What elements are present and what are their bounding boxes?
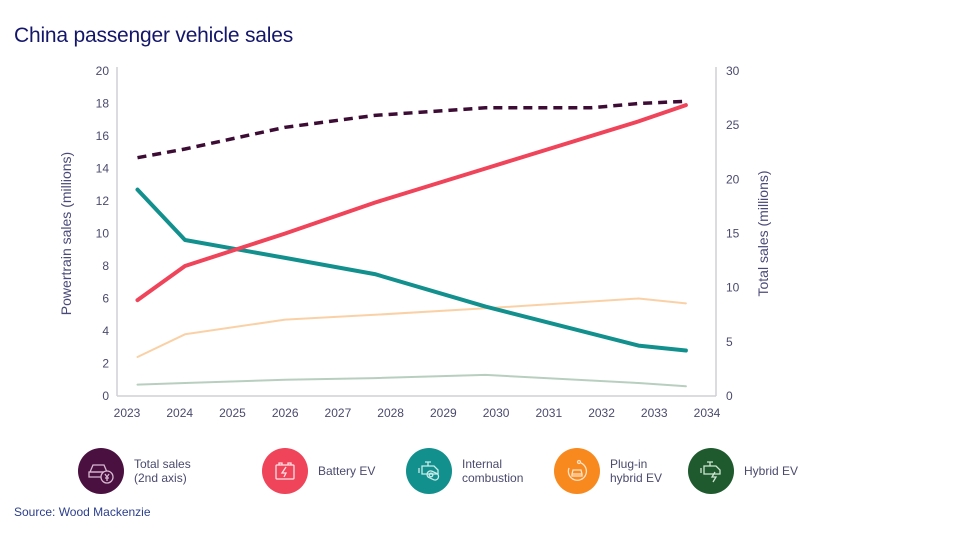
car-money-icon [78, 448, 124, 494]
y2-tick-label: 25 [726, 118, 740, 132]
x-tick-label: 2023 [114, 406, 141, 420]
series-line-total-sales-2nd-axis [137, 99, 686, 160]
y-tick-label: 6 [102, 292, 109, 306]
x-tick-label: 2027 [325, 406, 352, 420]
y-tick-label: 2 [102, 357, 109, 371]
x-tick-label: 2029 [430, 406, 457, 420]
plug-car-icon [554, 448, 600, 494]
y-tick-label: 4 [102, 324, 109, 338]
y2-tick-label: 0 [726, 389, 733, 403]
y-tick-label: 10 [96, 227, 110, 241]
x-tick-label: 2034 [694, 406, 721, 420]
chart-title: China passenger vehicle sales [14, 24, 294, 47]
y2-tick-label: 20 [726, 172, 740, 186]
x-tick-label: 2032 [588, 406, 615, 420]
series-line-plug-in-hybrid-ev [136, 297, 687, 358]
engine-bolt-icon [688, 448, 734, 494]
y2-axis-label: Total sales (millions) [755, 170, 771, 296]
x-tick-label: 2024 [166, 406, 193, 420]
legend-label: Internal combustion [462, 457, 524, 485]
y2-tick-label: 15 [726, 227, 740, 241]
legend-label: Battery EV [318, 464, 376, 478]
x-tick-label: 2028 [377, 406, 404, 420]
y-tick-label: 14 [96, 162, 110, 176]
y-tick-label: 16 [96, 129, 110, 143]
legend-label: Plug-in hybrid EV [610, 457, 663, 485]
y-axis-label: Powertrain sales (millions) [58, 152, 74, 315]
y-tick-label: 8 [102, 259, 109, 273]
series-line-hybrid-ev [136, 373, 687, 388]
engine-icon [406, 448, 452, 494]
source-note: Source: Wood Mackenzie [14, 505, 151, 519]
y2-tick-label: 10 [726, 281, 740, 295]
legend-item-plug-in-hybrid-ev: Plug-in hybrid EV [554, 448, 688, 494]
y-tick-label: 12 [96, 194, 110, 208]
legend-item-hybrid-ev: Hybrid EV [688, 448, 818, 494]
legend-label: Hybrid EV [744, 464, 799, 478]
series-line-battery-ev [135, 103, 688, 303]
y-tick-label: 20 [96, 64, 110, 78]
legend-item-total-sales: Total sales (2nd axis) [78, 448, 262, 494]
x-tick-label: 2033 [641, 406, 668, 420]
y2-tick-label: 30 [726, 64, 740, 78]
y-tick-label: 0 [102, 389, 109, 403]
y2-tick-label: 5 [726, 335, 733, 349]
legend-label: Total sales (2nd axis) [134, 457, 191, 485]
x-tick-label: 2026 [272, 406, 299, 420]
legend-item-battery-ev: Battery EV [262, 448, 406, 494]
battery-charge-icon [262, 448, 308, 494]
x-tick-label: 2030 [483, 406, 510, 420]
x-tick-label: 2025 [219, 406, 246, 420]
legend: Total sales (2nd axis) Battery EV Intern… [78, 448, 818, 494]
legend-item-internal-combustion: Internal combustion [406, 448, 554, 494]
x-tick-label: 2031 [535, 406, 562, 420]
y-tick-label: 18 [96, 97, 110, 111]
series-line-internal-combustion [135, 187, 688, 353]
